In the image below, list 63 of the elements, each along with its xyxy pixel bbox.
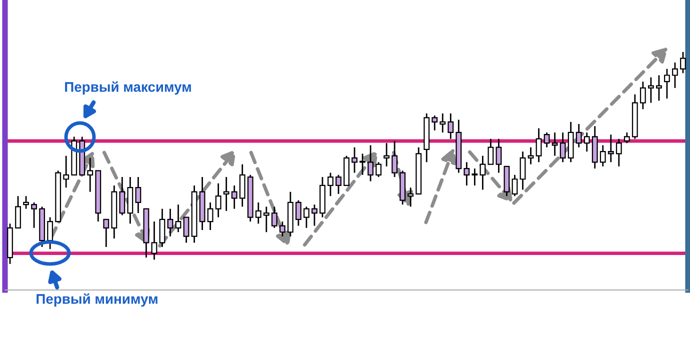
candlestick (472, 168, 478, 186)
annotation: Первый максимум (65, 81, 191, 95)
candlestick (103, 218, 110, 248)
candlestick (87, 157, 94, 193)
candlestick (680, 51, 686, 74)
candlestick (520, 150, 526, 190)
candlestick (207, 202, 214, 231)
candlestick (528, 146, 534, 165)
candlestick (496, 138, 502, 174)
candlestick (440, 112, 446, 134)
candlestick (31, 202, 37, 229)
candlestick (223, 176, 230, 212)
candlestick (303, 206, 310, 229)
candlestick (135, 176, 142, 214)
candlestick (215, 182, 222, 218)
candlestick (47, 216, 54, 250)
candlestick (536, 128, 542, 163)
candlestick (15, 195, 21, 229)
candlestick (352, 146, 358, 174)
candlestick (392, 140, 398, 178)
candlestick (656, 74, 662, 102)
candlestick (328, 172, 334, 197)
candlestick (119, 176, 126, 216)
candlestick (63, 155, 70, 188)
candlestick (295, 200, 302, 226)
candlestick (271, 206, 278, 229)
candlestick (336, 174, 342, 195)
candlestick (616, 138, 622, 168)
candlestick (584, 132, 590, 152)
candlestick (263, 206, 270, 233)
candlestick (311, 204, 318, 226)
candlestick (239, 164, 246, 208)
candlestick (151, 220, 158, 260)
candlestick (448, 112, 454, 140)
candlestick (552, 132, 558, 157)
candlestick (480, 155, 486, 190)
candlestick (664, 68, 670, 100)
candlestick (544, 132, 550, 148)
candlestick (488, 138, 494, 165)
candlestick (255, 202, 262, 224)
candlestick (23, 195, 29, 210)
candlestick (159, 208, 166, 248)
candlestick (432, 114, 438, 132)
candlestick (368, 144, 374, 182)
candlestick (175, 204, 182, 233)
candlestick (640, 80, 646, 110)
candlestick (624, 132, 630, 144)
candlestick (600, 144, 606, 168)
candlestick (376, 161, 382, 178)
candlestick (512, 174, 518, 197)
candlestick (167, 208, 174, 238)
candlestick (608, 134, 614, 163)
text: Первый минимум (36, 293, 158, 307)
candlestick (672, 62, 678, 89)
candlestick (384, 142, 390, 168)
candlestick (464, 161, 470, 186)
candlestick (408, 186, 414, 208)
candlestick (231, 184, 238, 210)
candlestick (183, 216, 190, 244)
candlestick (648, 76, 654, 104)
candlestick (279, 220, 286, 238)
candlestick (576, 123, 582, 148)
candlestick (560, 132, 566, 163)
